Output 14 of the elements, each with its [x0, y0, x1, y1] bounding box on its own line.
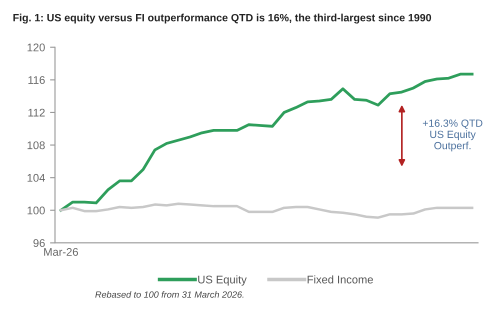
- y-tick-label: 96: [33, 239, 45, 247]
- annotation: +16.3% QTD US Equity Outperf.: [422, 119, 482, 152]
- line-series: [60, 202, 474, 219]
- chart-title: Fig. 1: US equity versus FI outperformance QTD is 16%, the third-largest since 1990: [13, 14, 432, 24]
- text: Rebased to 100 from 31 March 2026.: [95, 291, 244, 298]
- y-tick-label: 120: [28, 44, 45, 52]
- x-tick-label: Mar-26: [44, 248, 78, 256]
- legend-label: Fixed Income: [308, 275, 373, 284]
- y-tick-label: 116: [28, 76, 45, 84]
- y-tick-label: 112: [28, 108, 45, 116]
- legend-label: US Equity: [198, 275, 247, 286]
- y-tick-label: 100: [28, 206, 45, 214]
- y-tick-label: 108: [28, 141, 45, 150]
- y-tick-label: 104: [28, 174, 45, 182]
